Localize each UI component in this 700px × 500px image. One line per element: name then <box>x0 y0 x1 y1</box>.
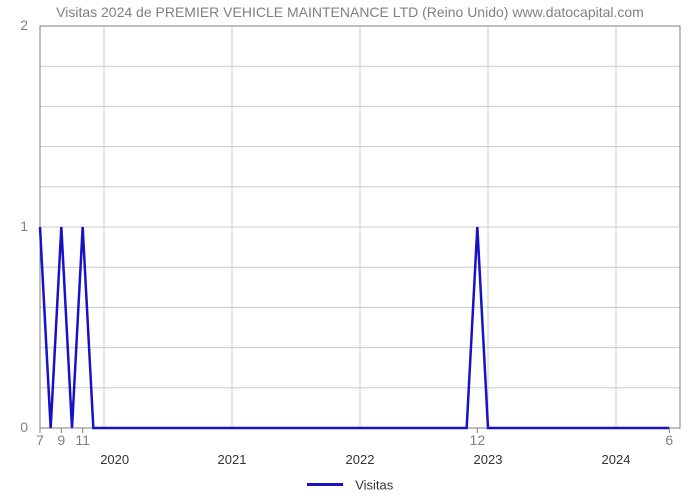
y-axis-tick-label: 0 <box>8 419 28 435</box>
x-axis-point-label: 7 <box>36 432 44 448</box>
y-axis-tick-label: 1 <box>8 218 28 234</box>
chart-legend: Visitas <box>0 476 700 494</box>
legend-label: Visitas <box>355 477 393 492</box>
x-axis-point-label: 11 <box>75 432 90 448</box>
x-axis-year-label: 2023 <box>474 452 503 467</box>
legend-swatch <box>307 483 343 486</box>
chart-title: Visitas 2024 de PREMIER VEHICLE MAINTENA… <box>0 4 700 20</box>
x-axis-year-label: 2022 <box>346 452 375 467</box>
x-axis-year-label: 2024 <box>602 452 631 467</box>
x-axis-point-label: 12 <box>470 432 486 448</box>
x-axis-point-label: 6 <box>665 432 673 448</box>
x-axis-point-label: 9 <box>57 432 65 448</box>
x-axis-year-label: 2021 <box>218 452 247 467</box>
chart-plot-svg <box>40 26 680 434</box>
y-axis-tick-label: 2 <box>8 17 28 33</box>
x-axis-year-label: 2020 <box>100 452 129 467</box>
chart-container: Visitas 2024 de PREMIER VEHICLE MAINTENA… <box>0 0 700 500</box>
